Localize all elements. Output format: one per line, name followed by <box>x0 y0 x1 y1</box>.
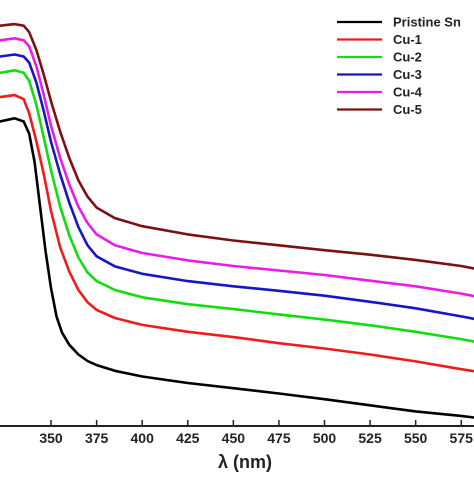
series-line-4 <box>0 53 474 321</box>
x-axis-ticks: 350 375 400 425 450 475 500 525 550 575 <box>39 420 473 446</box>
x-tick-label: 375 <box>85 430 109 446</box>
x-tick-label: 400 <box>131 430 155 446</box>
x-tick-label: 575 <box>450 430 474 446</box>
series-line-2 <box>0 93 474 373</box>
x-tick-label: 350 <box>39 430 63 446</box>
series-line-3 <box>0 69 474 343</box>
legend-label: Cu-3 <box>393 67 422 82</box>
legend: Pristine Sn Cu-1 Cu-2 Cu-3 Cu-4 Cu-5 <box>337 15 461 117</box>
x-tick-label: 475 <box>267 430 291 446</box>
legend-label: Pristine Sn <box>393 15 461 30</box>
x-tick-label: 525 <box>358 430 382 446</box>
series-line-5 <box>0 37 474 298</box>
legend-label: Cu-4 <box>393 85 423 100</box>
x-tick-label: 450 <box>222 430 246 446</box>
x-tick-label: 550 <box>404 430 428 446</box>
series-line-1 <box>0 117 474 419</box>
series-lines <box>0 22 474 419</box>
x-tick-label: 425 <box>176 430 200 446</box>
series-line-6 <box>0 22 474 270</box>
x-axis-title: λ (nm) <box>218 452 272 472</box>
legend-label: Cu-2 <box>393 50 422 65</box>
legend-label: Cu-5 <box>393 102 422 117</box>
legend-label: Cu-1 <box>393 32 422 47</box>
x-tick-label: 500 <box>313 430 337 446</box>
